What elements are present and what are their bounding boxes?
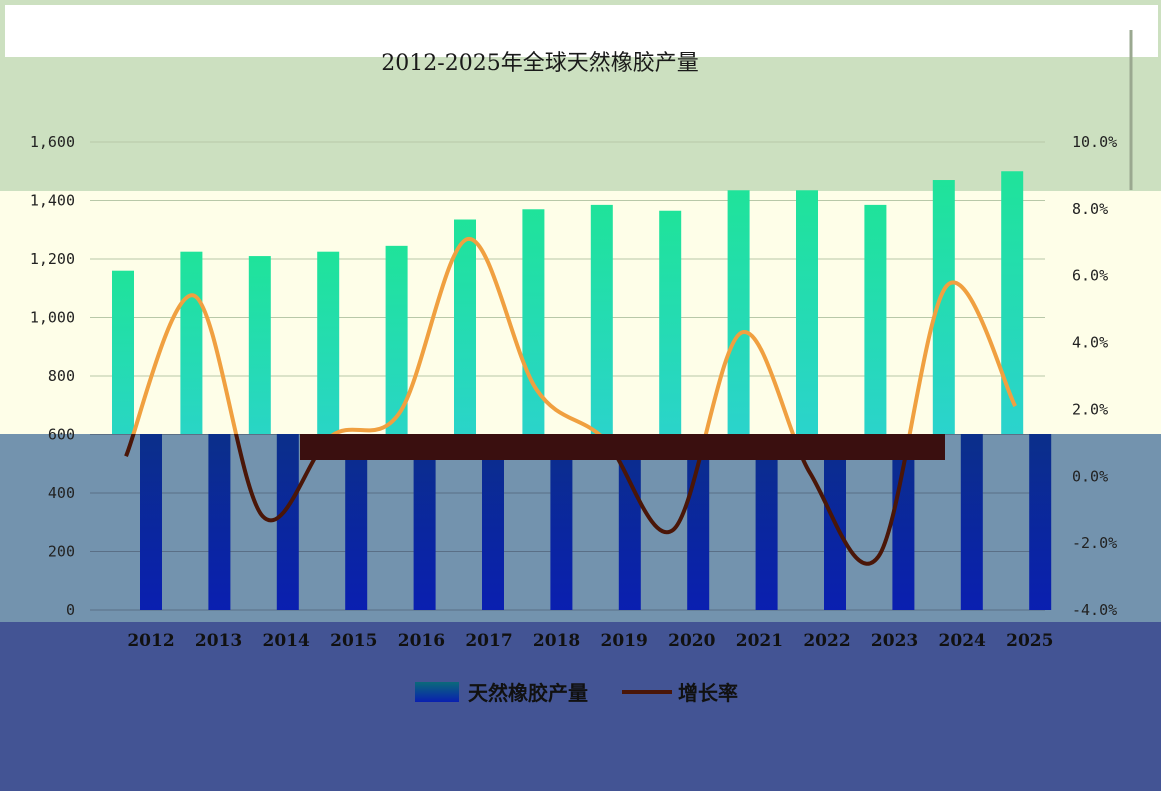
bar-lower [1029, 434, 1052, 610]
bar [1001, 171, 1024, 434]
growth-point [261, 515, 264, 518]
bar [864, 204, 887, 434]
left-tick-label: 800 [48, 367, 75, 385]
right-tick-label: 6.0% [1072, 267, 1108, 285]
left-tick-label: 600 [48, 426, 75, 444]
growth-point [467, 237, 470, 240]
growth-line-lower [124, 434, 912, 566]
background-lower-band [0, 434, 1161, 622]
bar-lower [960, 434, 983, 610]
x-tick-label: 2014 [263, 631, 310, 651]
x-tick-label: 2024 [939, 631, 986, 651]
growth-line [131, 236, 1017, 434]
x-tick-label: 2019 [601, 631, 648, 651]
axes: 0 200 400 600 800 1,000 1,200 1,400 1,600 -4.0% -2… [30, 133, 1117, 651]
bar [454, 219, 476, 434]
overlay-strip [300, 434, 945, 460]
growth-point [740, 331, 743, 334]
background-white-strip [5, 5, 1158, 57]
bar-lower [345, 434, 368, 610]
bar-lower [550, 434, 573, 610]
x-tick-label: 2025 [1006, 631, 1053, 651]
left-tick-label: 200 [48, 543, 75, 561]
growth-point [945, 284, 948, 287]
x-tick-label: 2022 [803, 631, 850, 651]
left-tick-label: 1,600 [30, 133, 75, 151]
bar-lower [140, 434, 162, 610]
growth-point [1014, 405, 1017, 408]
bar [727, 190, 750, 434]
right-tick-label: 4.0% [1072, 334, 1108, 352]
bar-lower [413, 434, 436, 610]
legend-line-label: 增长率 [678, 681, 738, 705]
bar-lower [892, 434, 915, 610]
chart-title: 2012-2025年全球天然橡胶产量 [381, 51, 698, 76]
growth-point [877, 555, 880, 558]
bar [317, 251, 340, 434]
growth-point [398, 411, 401, 414]
line-series [124, 236, 1017, 566]
bar-lower [755, 434, 778, 610]
x-tick-label: 2015 [330, 631, 377, 651]
bar-lower [618, 434, 641, 610]
bar [385, 245, 408, 434]
left-tick-label: 0 [66, 601, 75, 619]
right-tick-label: 10.0% [1072, 133, 1117, 151]
bar [659, 210, 682, 434]
left-tick-label: 400 [48, 484, 75, 502]
x-tick-label: 2017 [465, 631, 512, 651]
right-tick-label: -4.0% [1072, 601, 1117, 619]
legend-bar-label: 天然橡胶产量 [468, 681, 588, 705]
legend-bar-swatch [415, 682, 459, 702]
background-bottom-band [0, 622, 1161, 791]
growth-point [809, 471, 812, 474]
bar [112, 270, 134, 434]
growth-point [672, 528, 675, 531]
bar-lower [276, 434, 299, 610]
x-tick-label: 2021 [736, 631, 783, 651]
growth-point [193, 294, 196, 297]
right-tick-label: -2.0% [1072, 534, 1117, 552]
x-tick-label: 2012 [127, 631, 174, 651]
bar [796, 190, 818, 434]
left-tick-label: 1,400 [30, 192, 75, 210]
bar [932, 180, 955, 434]
right-tick-label: 0.0% [1072, 467, 1108, 485]
bar [248, 256, 271, 434]
right-tick-label: 8.0% [1072, 200, 1108, 218]
right-tick-label: 2.0% [1072, 400, 1108, 418]
left-tick-label: 1,000 [30, 309, 75, 327]
x-tick-label: 2020 [668, 631, 715, 651]
dark-overlay-strip [300, 434, 945, 460]
growth-point [535, 388, 538, 391]
x-tick-label: 2016 [398, 631, 445, 651]
x-tick-label: 2013 [195, 631, 242, 651]
bar [590, 204, 613, 434]
bar-lower [482, 434, 504, 610]
bar-lower [208, 434, 231, 610]
growth-point [125, 455, 128, 458]
x-tick-label: 2018 [533, 631, 580, 651]
left-tick-label: 1,200 [30, 250, 75, 268]
legend: 天然橡胶产量 增长率 [415, 681, 738, 705]
x-tick-label: 2023 [871, 631, 918, 651]
